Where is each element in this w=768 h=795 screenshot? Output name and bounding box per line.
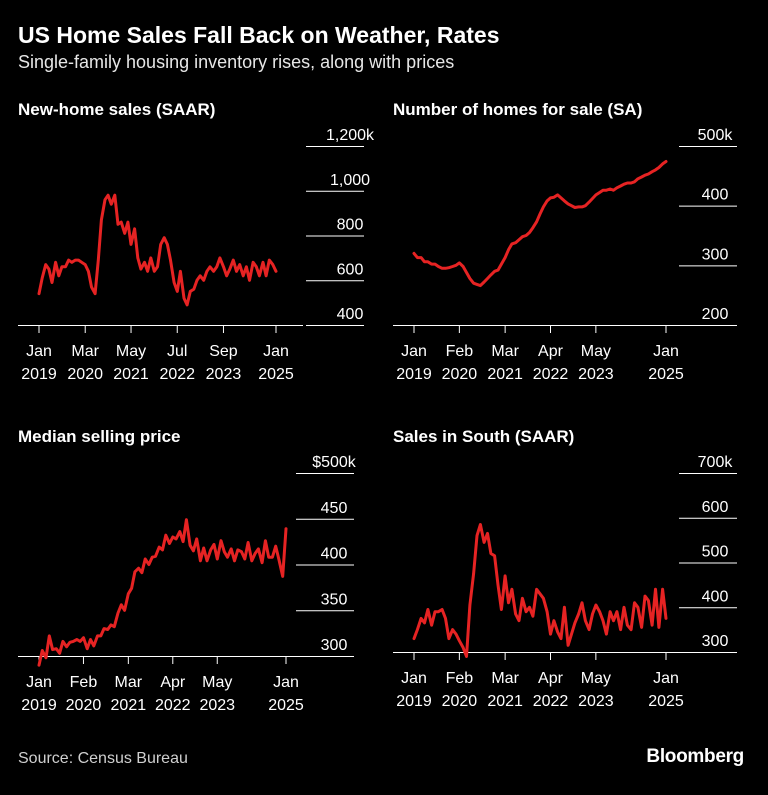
x-tick-label-year: 2023 <box>578 693 614 710</box>
y-tick-label: 600 <box>337 261 364 278</box>
x-tick-label-year: 2025 <box>648 366 684 383</box>
x-tick-label-month: Jan <box>653 670 679 687</box>
panel-new-home-sales: New-home sales (SAAR) 1,200k 1,000 800 600 4… <box>18 100 402 430</box>
x-tick-label-year: 2023 <box>206 366 242 383</box>
y-tick-label: 700k <box>698 454 734 471</box>
x-tick-label-month: Feb <box>446 343 474 360</box>
line-chart-median-price: $500k 450 400 350 300 Jan 2019 Feb 2020 Mar 2021 Ap… <box>18 454 357 714</box>
y-tick-label: 500 <box>702 544 729 561</box>
x-tick-label-year: 2019 <box>396 693 432 710</box>
bloomberg-logo: Bloomberg <box>646 746 744 767</box>
line-chart-homes-for-sale: 500k 400 300 200 Jan 2019 Feb 2020 Mar 2021 Apr 202… <box>393 127 737 383</box>
x-tick-label-month: Sep <box>209 343 238 360</box>
x-tick-label-month: Apr <box>538 670 564 687</box>
y-tick-label: 800 <box>337 217 364 234</box>
x-tick-label-year: 2022 <box>533 693 569 710</box>
series-line <box>412 523 668 658</box>
x-tick-label-year: 2023 <box>199 697 235 714</box>
chart-title: US Home Sales Fall Back on Weather, Rate… <box>18 22 500 48</box>
x-tick-label-month: May <box>581 343 611 360</box>
chart-subtitle: Single-family housing inventory rises, a… <box>18 52 455 72</box>
line-chart-new-home-sales: 1,200k 1,000 800 600 400 Jan 2019 Mar 2020 May 202… <box>18 127 375 383</box>
y-tick-label: 600 <box>702 499 729 516</box>
series-line <box>412 160 668 288</box>
y-tick-label: 1,200k <box>326 127 375 144</box>
y-tick-label: 500k <box>698 127 734 144</box>
panel-title: New-home sales (SAAR) <box>18 100 216 119</box>
y-tick-label: 300 <box>702 633 729 650</box>
x-tick-label-year: 2022 <box>533 366 569 383</box>
x-tick-label-month: Jan <box>653 343 679 360</box>
panel-title: Median selling price <box>18 427 181 446</box>
x-tick-label-month: Feb <box>70 674 98 691</box>
panel-south-sales: Sales in South (SAAR) 700k 600 500 400 300 Ja… <box>393 427 768 757</box>
x-tick-label-month: Feb <box>446 670 474 687</box>
x-tick-label-year: 2021 <box>113 366 149 383</box>
x-tick-label-year: 2019 <box>21 697 57 714</box>
x-tick-label-year: 2019 <box>396 366 432 383</box>
panel-homes-for-sale: Number of homes for sale (SA) 500k 400 300… <box>393 100 768 430</box>
x-tick-label-month: May <box>202 674 232 691</box>
x-tick-label-year: 2022 <box>155 697 191 714</box>
y-tick-label: 400 <box>337 306 364 323</box>
x-tick-label-month: Jan <box>26 343 52 360</box>
x-tick-label-month: Jan <box>401 343 427 360</box>
y-tick-label: 1,000 <box>330 172 370 189</box>
x-tick-label-year: 2021 <box>487 693 523 710</box>
y-tick-label: 400 <box>321 546 348 563</box>
x-tick-label-month: May <box>116 343 146 360</box>
x-tick-label-month: Jul <box>167 343 187 360</box>
x-tick-label-year: 2022 <box>159 366 195 383</box>
x-tick-label-month: Jan <box>401 670 427 687</box>
panel-median-price: Median selling price $500k 450 400 350 300 Ja… <box>18 427 402 757</box>
x-tick-label-month: Apr <box>538 343 564 360</box>
x-tick-label-month: Mar <box>71 343 99 360</box>
x-tick-label-year: 2020 <box>67 366 103 383</box>
x-tick-label-month: May <box>581 670 611 687</box>
x-tick-label-month: Jan <box>263 343 289 360</box>
x-tick-label-year: 2020 <box>66 697 102 714</box>
series-line <box>37 193 278 307</box>
source-note: Source: Census Bureau <box>18 750 188 767</box>
x-tick-label-month: Jan <box>273 674 299 691</box>
series-line <box>37 518 288 667</box>
y-tick-label: 400 <box>702 187 729 204</box>
x-tick-label-month: Mar <box>115 674 143 691</box>
x-tick-label-year: 2019 <box>21 366 57 383</box>
y-tick-label: 300 <box>321 637 348 654</box>
x-tick-label-year: 2025 <box>648 693 684 710</box>
y-tick-label: 300 <box>702 246 729 263</box>
x-tick-label-month: Mar <box>491 343 519 360</box>
line-chart-south-sales: 700k 600 500 400 300 Jan 2019 Feb 2020 Mar 2021 Apr… <box>393 454 737 710</box>
x-tick-label-month: Mar <box>491 670 519 687</box>
x-tick-label-month: Jan <box>26 674 52 691</box>
x-tick-label-year: 2025 <box>268 697 304 714</box>
x-tick-label-year: 2023 <box>578 366 614 383</box>
y-tick-label: 400 <box>702 588 729 605</box>
y-tick-label: 200 <box>702 306 729 323</box>
panel-title: Number of homes for sale (SA) <box>393 100 643 119</box>
y-tick-label: 450 <box>321 500 348 517</box>
x-tick-label-month: Apr <box>160 674 186 691</box>
x-tick-label-year: 2020 <box>442 693 478 710</box>
x-tick-label-year: 2020 <box>442 366 478 383</box>
x-tick-label-year: 2021 <box>111 697 147 714</box>
x-tick-label-year: 2021 <box>487 366 523 383</box>
x-tick-label-year: 2025 <box>258 366 294 383</box>
y-tick-label: $500k <box>312 454 357 471</box>
y-tick-label: 350 <box>321 591 348 608</box>
panel-title: Sales in South (SAAR) <box>393 427 575 446</box>
